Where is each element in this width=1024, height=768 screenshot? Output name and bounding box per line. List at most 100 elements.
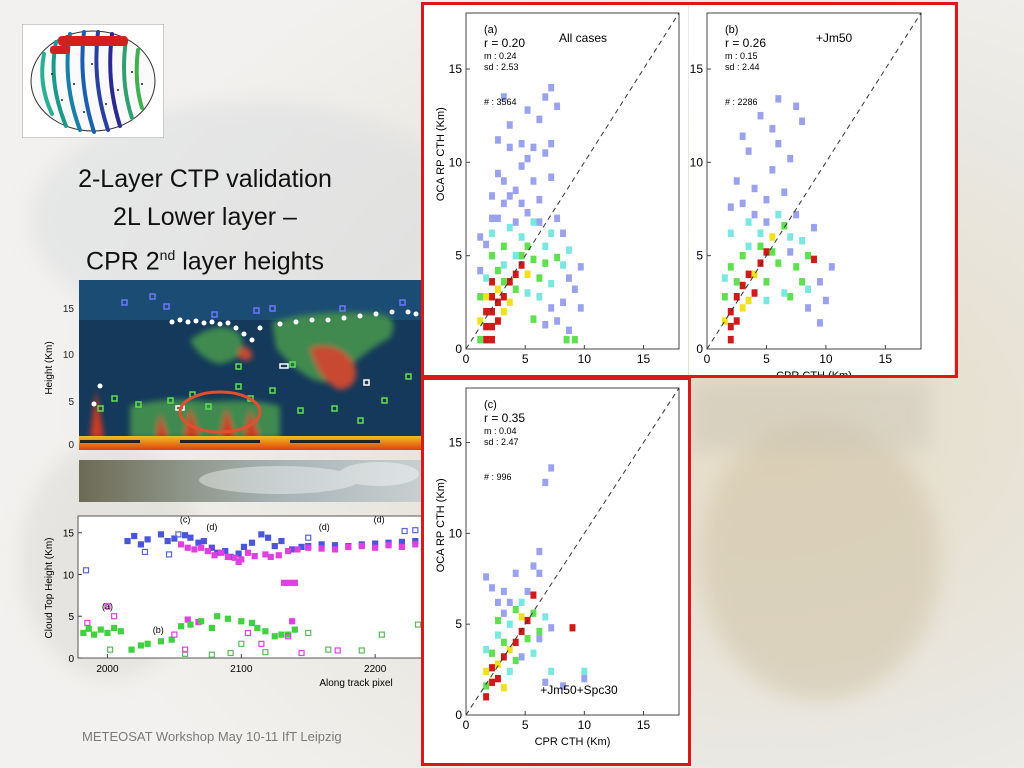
heatmap-cell	[524, 106, 531, 114]
scatter-point	[175, 531, 182, 538]
scatter-point	[262, 628, 269, 635]
scatter-point	[208, 651, 215, 658]
heatmap-cell	[518, 233, 525, 241]
heatmap-panel-c: 00 5 5 10 10 15 15 OCA RP CTH (Km) CPR CTH (Km) (…	[423, 378, 688, 764]
scatter-point	[305, 534, 312, 541]
heatmap-cell	[745, 242, 752, 251]
heatmap-cell	[542, 478, 549, 487]
heatmap-cell	[506, 667, 513, 676]
scatter-point	[177, 541, 185, 548]
scatter-point	[385, 542, 392, 549]
heatmap-cell	[775, 95, 782, 103]
heatmap-cell	[512, 606, 519, 614]
x-tick-label: 0	[463, 718, 470, 732]
scatter-point	[231, 554, 238, 561]
scatter-point	[144, 536, 151, 543]
scatter-point	[254, 624, 261, 632]
scatter-point	[275, 552, 282, 559]
heatmap-cell	[483, 307, 490, 316]
heatmap-cell	[745, 218, 752, 226]
heatmap-cell	[571, 335, 578, 344]
scatter-point	[104, 603, 111, 610]
curtain-ytick: 5	[68, 397, 74, 408]
panel-letter: (c)	[484, 399, 497, 411]
heatmap-cell	[805, 304, 812, 312]
scatter-annotation: (a)	[102, 602, 113, 612]
scatter-point	[171, 535, 178, 542]
slide-title: 2-Layer CTP validation 2L Lower layer – …	[40, 160, 370, 280]
scatter-point	[208, 624, 215, 632]
heatmap-cell	[763, 248, 770, 256]
heatmap-cell	[489, 335, 495, 344]
heatmap-cell	[483, 335, 490, 344]
heatmap-cell	[494, 169, 501, 178]
heatmap-cell	[512, 638, 519, 646]
scatter-point	[181, 532, 189, 539]
heatmap-cell	[811, 223, 817, 232]
scatter-point	[191, 546, 198, 553]
heatmap-cell	[554, 317, 561, 325]
heatmap-cell	[506, 192, 513, 200]
stat-m: m : 0.15	[725, 51, 758, 61]
scatter-annotation: (d)	[319, 522, 330, 532]
panel-annotation: All cases	[559, 31, 607, 45]
scatter-point	[264, 534, 272, 541]
x-tick-label: 10	[578, 718, 592, 732]
heatmap-cell	[530, 609, 537, 617]
heatmap-cell	[506, 298, 513, 307]
heatmap-cell	[560, 682, 566, 690]
scatter-point	[285, 633, 292, 640]
heatmap-cell	[563, 335, 570, 344]
scatter-y-axis-label: Cloud Top Height (Km)	[44, 538, 55, 639]
heatmap-cell	[542, 93, 549, 101]
x-tick-label: 0	[463, 352, 470, 366]
heatmap-cell	[512, 186, 519, 195]
heatmap-cell	[506, 121, 513, 129]
heatmap-cell	[500, 242, 507, 251]
heatmap-cell	[542, 259, 549, 267]
one-to-one-line	[465, 12, 680, 350]
scatter-point	[111, 613, 118, 620]
scatter-point	[334, 647, 341, 654]
scatter-annotation: (b)	[153, 625, 164, 635]
scatter-point	[181, 646, 189, 653]
heatmap-cell	[506, 278, 513, 286]
scatter-point	[211, 552, 218, 559]
heatmap-cell	[489, 192, 495, 200]
scatter-point	[248, 539, 256, 546]
heatmap-cell	[530, 177, 537, 185]
heatmap-cell	[518, 627, 525, 636]
heatmap-cell	[763, 278, 770, 286]
heatmap-cell	[506, 645, 513, 654]
scatter-point	[244, 549, 252, 556]
curtain-ytick: 10	[63, 350, 75, 361]
heatmap-cell	[793, 210, 800, 219]
x-axis-label: CPR CTH (Km)	[776, 370, 852, 377]
scatter-point	[398, 543, 406, 551]
heatmap-cell	[506, 223, 513, 232]
y-tick-label: 10	[449, 155, 463, 169]
scatter-point	[262, 649, 269, 656]
stat-r: r = 0.35	[484, 411, 525, 425]
scatter-point	[298, 649, 305, 657]
heatmap-cell	[524, 209, 531, 217]
heatmap-cell	[483, 693, 490, 701]
heatmap-cell	[477, 266, 484, 275]
stat-m: m : 0.04	[484, 426, 517, 436]
heatmap-cell	[524, 154, 531, 163]
scatter-point	[289, 618, 296, 625]
heatmap-cell	[536, 195, 543, 204]
scatter-point	[117, 628, 124, 635]
heatmap-cell	[489, 214, 495, 223]
heatmap-cell	[721, 274, 728, 282]
heatmap-cell	[518, 653, 525, 661]
heatmap-cell	[554, 214, 561, 223]
heatmap-cell	[548, 229, 555, 237]
heatmap-cell	[739, 251, 746, 260]
heatmap-cell	[775, 210, 782, 219]
scatter-point	[251, 552, 258, 560]
highlight-box-top	[421, 2, 958, 378]
heatmap-cell	[536, 274, 543, 282]
scatter-point	[198, 544, 205, 551]
scatter-point	[97, 626, 104, 633]
